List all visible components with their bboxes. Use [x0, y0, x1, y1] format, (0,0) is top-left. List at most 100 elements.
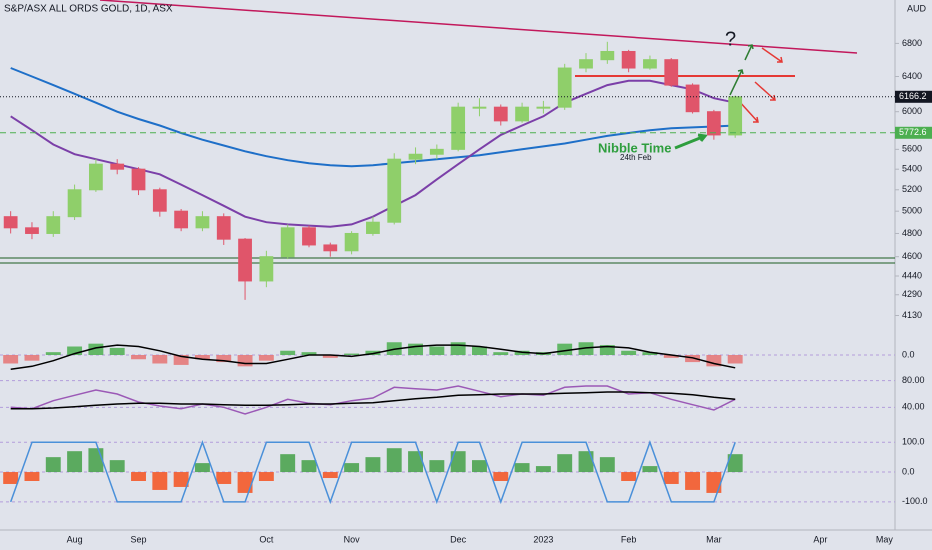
histogram-bar: [408, 451, 423, 473]
histogram-bar: [67, 451, 83, 473]
histogram-bar: [450, 342, 466, 355]
candle-body: [387, 158, 402, 223]
histogram-bar: [109, 347, 125, 355]
candle-body: [152, 189, 167, 212]
candle-body: [408, 153, 423, 160]
candle-body: [259, 256, 274, 282]
histogram-bar: [301, 352, 317, 355]
x-tick-label: 2023: [533, 534, 553, 544]
histogram-bar: [237, 472, 253, 493]
y-tick-label: 40.00: [902, 402, 925, 412]
y-tick-label: 80.00: [902, 375, 925, 385]
histogram-bar: [173, 472, 189, 487]
histogram-bar: [408, 343, 423, 355]
candle-body: [536, 106, 551, 109]
histogram-bar: [3, 472, 19, 484]
candle-body: [685, 84, 700, 113]
histogram-bar: [535, 466, 551, 473]
histogram-bar: [429, 346, 445, 355]
histogram-bar: [67, 346, 83, 355]
candle-body: [89, 163, 103, 191]
candle-body: [238, 238, 252, 282]
currency-label: AUD: [907, 3, 927, 13]
y-tick-label: 4290: [902, 289, 922, 299]
histogram-bar: [365, 457, 381, 473]
candle-body: [366, 221, 380, 234]
histogram-bar: [706, 355, 722, 367]
histogram-bar: [514, 463, 530, 473]
histogram-bar: [344, 463, 360, 473]
candle-body: [472, 106, 487, 109]
histogram-bar: [727, 454, 743, 473]
series-line: [9, 439, 736, 505]
y-tick-label: 5600: [902, 144, 922, 154]
x-tick-label: Oct: [259, 534, 274, 544]
histogram-bar: [599, 345, 615, 355]
price-label-box: [895, 90, 932, 103]
histogram-bar: [152, 472, 168, 490]
histogram-bar: [472, 460, 487, 473]
candle-body: [3, 216, 18, 229]
histogram-bar: [322, 472, 338, 479]
series-line: [10, 67, 736, 168]
y-tick-label: 0.0: [902, 466, 915, 476]
histogram-bar: [88, 343, 104, 355]
annotation: ?: [725, 28, 736, 50]
y-tick-label: 5400: [902, 164, 922, 174]
candle-body: [46, 216, 61, 234]
x-tick-label: Dec: [450, 534, 467, 544]
histogram-bar: [472, 346, 487, 355]
y-tick-label: 5200: [902, 184, 922, 194]
y-tick-label: -100.0: [902, 496, 928, 506]
candle-body: [216, 216, 231, 240]
annotation: Nibble Time: [598, 140, 671, 155]
candle-body: [280, 227, 295, 258]
price-label: 5772.6: [899, 127, 927, 137]
y-tick-label: 4130: [902, 310, 922, 320]
x-tick-label: Aug: [67, 534, 83, 544]
histogram-bar: [173, 355, 189, 365]
price-label-box: [895, 126, 932, 139]
histogram-bar: [727, 355, 743, 364]
histogram-bar: [194, 355, 210, 360]
series-line: [10, 391, 736, 410]
histogram-bar: [663, 355, 679, 358]
candle-body: [110, 163, 125, 170]
price-label: 6166.2: [899, 91, 927, 101]
histogram-bar: [663, 472, 679, 484]
candle-body: [344, 232, 359, 252]
candle-body: [67, 189, 82, 218]
x-tick-label: May: [876, 534, 894, 544]
y-tick-label: 4600: [902, 251, 922, 261]
candle-body: [643, 59, 657, 69]
candle-body: [493, 106, 508, 122]
candle-body: [515, 106, 529, 122]
trendline: [99, 0, 858, 54]
annotation: 24th Feb: [620, 153, 652, 162]
y-tick-label: 100.0: [902, 437, 925, 447]
histogram-bar: [237, 355, 253, 367]
histogram-bar: [216, 472, 232, 484]
y-tick-label: 4800: [902, 228, 922, 238]
candle-body: [557, 67, 572, 108]
histogram-bar: [344, 353, 360, 355]
histogram-bar: [45, 457, 61, 473]
y-tick-label: 5000: [902, 206, 922, 216]
histogram-bar: [194, 463, 210, 473]
y-tick-label: 6000: [902, 106, 922, 116]
histogram-bar: [578, 451, 594, 473]
x-tick-label: Feb: [621, 534, 637, 544]
histogram-bar: [599, 457, 615, 473]
histogram-bar: [280, 454, 296, 473]
candle-body: [131, 168, 146, 191]
y-tick-label: 6800: [902, 38, 922, 48]
histogram-bar: [88, 448, 104, 473]
candle-body: [600, 50, 615, 61]
x-tick-label: Sep: [131, 534, 147, 544]
histogram-bar: [557, 343, 573, 355]
y-tick-label: 0.0: [902, 349, 915, 359]
series-line: [10, 344, 736, 370]
